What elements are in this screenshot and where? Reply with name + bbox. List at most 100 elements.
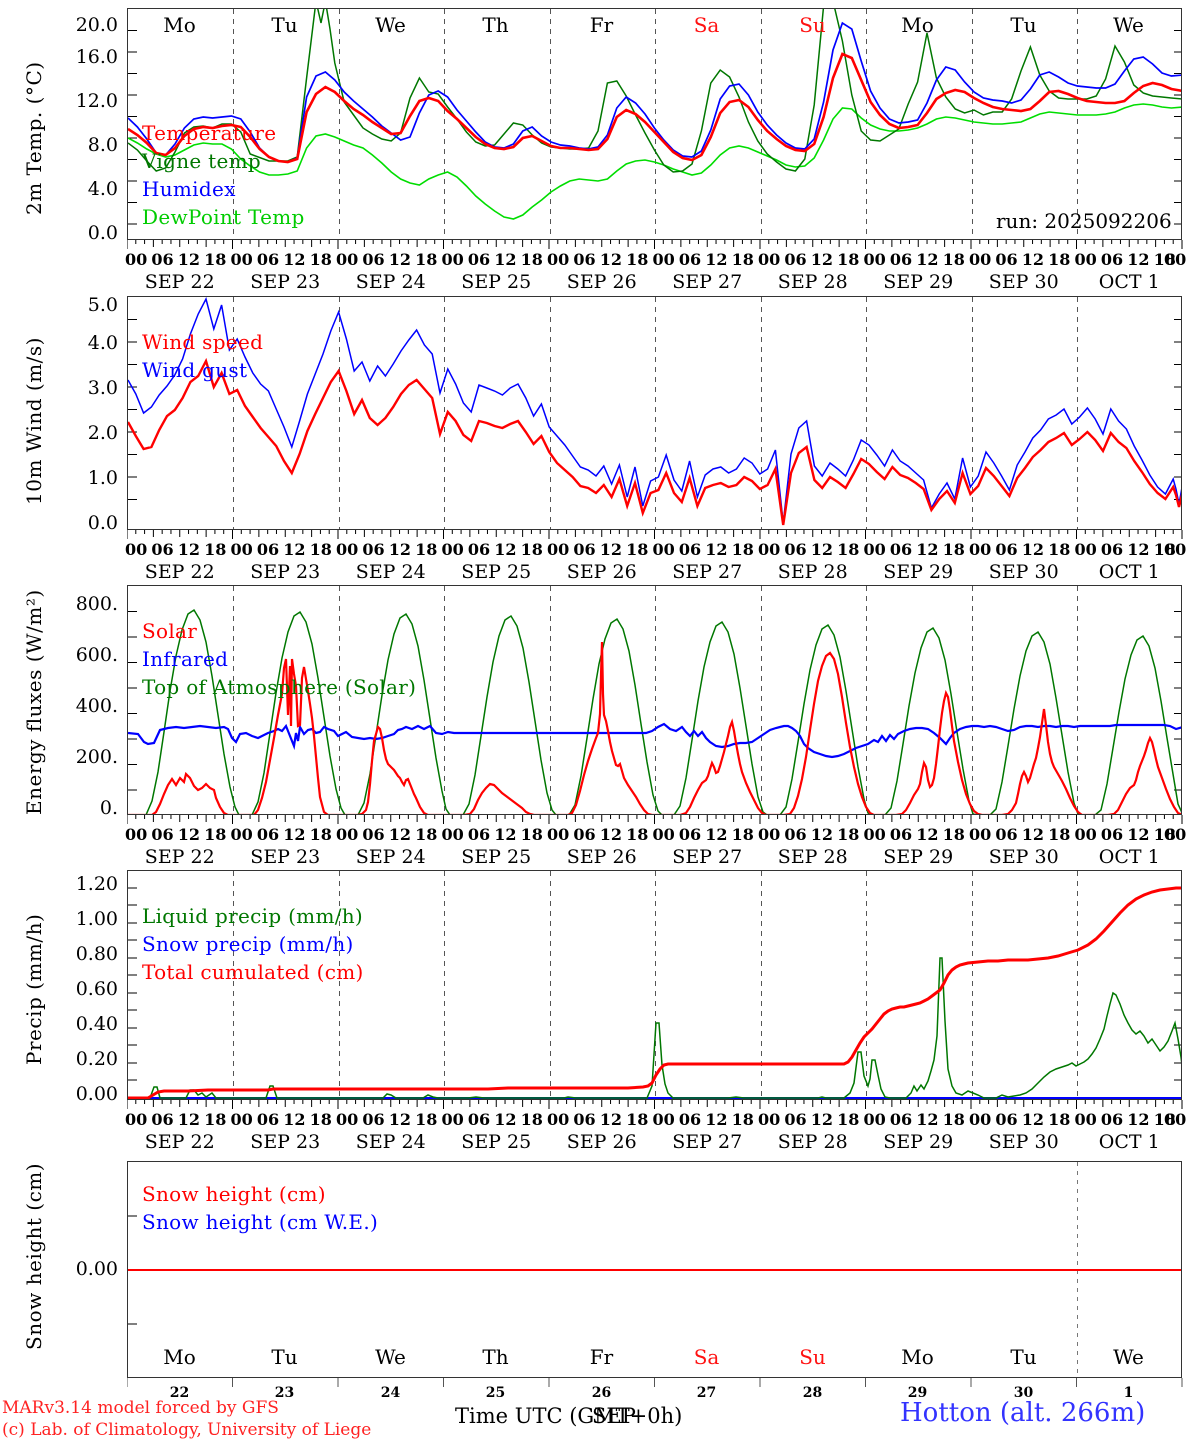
- hour-label-temperature-0-3: 18: [204, 250, 227, 269]
- hour-label-temperature-5-2: 12: [705, 250, 728, 269]
- hour-label-temperature-2-2: 12: [388, 250, 412, 269]
- dow-bottom-4: Fr: [589, 1345, 614, 1369]
- run-label: run: 2025092206: [996, 209, 1172, 233]
- hour-label-energy-fluxes-3-2: 12: [494, 825, 517, 844]
- hour-label-energy-fluxes-6-3: 18: [837, 825, 860, 844]
- hour-label-temperature-8-1: 06: [995, 250, 1018, 269]
- hour-label-precip-4-0: 00: [547, 1110, 570, 1129]
- energy-fluxes-svg: [128, 586, 1181, 814]
- hour-label-precip-0-0: 00: [125, 1110, 148, 1129]
- dow-bottom-8: Tu: [1010, 1345, 1037, 1369]
- date-label-energy-fluxes-4: SEP 26: [566, 846, 637, 868]
- hour-label-precip-2-3: 18: [415, 1110, 438, 1129]
- hour-label-precip-6-2: 12: [810, 1110, 834, 1129]
- date-label-wind-6: SEP 28: [777, 561, 848, 583]
- hour-label-temperature-8-2: 12: [1021, 250, 1045, 269]
- ytick-wind-3: 3.0: [87, 377, 118, 399]
- hour-label-wind-0-0: 00: [125, 540, 148, 559]
- hour-label-energy-fluxes-7-2: 12: [916, 825, 939, 844]
- hour-label-temperature-2-0: 00: [336, 250, 359, 269]
- series-toa-solar: [145, 608, 1181, 814]
- hour-label-temperature-3-1: 06: [467, 250, 491, 269]
- dow-top-4: Fr: [589, 13, 614, 37]
- hour-label-precip-2-2: 12: [388, 1110, 412, 1129]
- ytick-wind-1: 1.0: [87, 467, 118, 489]
- axis-ruler-precip: [127, 1100, 1183, 1109]
- hour-label-precip-6-1: 06: [784, 1110, 807, 1129]
- dow-top-1: Tu: [271, 13, 298, 37]
- date-label-precip-2: SEP 24: [355, 1131, 426, 1153]
- hour-label-wind-2-1: 06: [362, 540, 385, 559]
- date-label-wind-3: SEP 25: [461, 561, 532, 583]
- date-label-temperature-8: SEP 30: [988, 271, 1059, 293]
- hour-label-wind-0-3: 18: [204, 540, 227, 559]
- hour-label-energy-fluxes-4-2: 12: [599, 825, 623, 844]
- hour-label-wind-1-0: 00: [230, 540, 253, 559]
- hour-label-energy-fluxes-3-3: 18: [520, 825, 543, 844]
- dow-top-3: Th: [482, 13, 509, 37]
- series-humidex: [128, 21, 1181, 163]
- footer-station-name: Hotton (alt. 266m): [900, 1398, 1146, 1428]
- hour-label-energy-fluxes-0-1: 06: [151, 825, 174, 844]
- legend-snow-height: Snow height (cm): [142, 1182, 326, 1206]
- ytick-precip-4: 0.80: [75, 943, 118, 965]
- legend-total-cumulated: Total cumulated (cm): [142, 960, 364, 984]
- ytick-temp-3: 12.0: [75, 90, 118, 112]
- hour-label-energy-fluxes-8-0: 00: [969, 825, 992, 844]
- hour-label-precip-3-1: 06: [467, 1110, 491, 1129]
- hour-label-energy-fluxes-6-1: 06: [784, 825, 807, 844]
- hour-label-wind-6-1: 06: [784, 540, 807, 559]
- legend-snow-precip: Snow precip (mm/h): [142, 932, 354, 956]
- hour-label-wind-5-0: 00: [652, 540, 675, 559]
- hour-label-wind-4-1: 06: [573, 540, 596, 559]
- ytick-wind-2: 2.0: [87, 422, 118, 444]
- dow-bottom-0: Mo: [163, 1345, 196, 1369]
- hour-label-energy-fluxes-0-0: 00: [125, 825, 148, 844]
- hour-label-wind-7-3: 18: [942, 540, 965, 559]
- hour-label-precip-7-0: 00: [863, 1110, 886, 1129]
- date-label-energy-fluxes-6: SEP 28: [777, 846, 848, 868]
- series-infrared: [128, 722, 1181, 759]
- hour-label-wind-2-0: 00: [336, 540, 359, 559]
- hour-label-energy-fluxes-1-0: 00: [230, 825, 253, 844]
- axis-ruler-energy-fluxes: [127, 815, 1183, 824]
- date-label-temperature-6: SEP 28: [777, 271, 848, 293]
- date-label-temperature-0: SEP 22: [144, 271, 215, 293]
- date-label-energy-fluxes-5: SEP 27: [672, 846, 743, 868]
- hour-label-precip-5-0: 00: [652, 1110, 675, 1129]
- hour-label-energy-fluxes-3-1: 06: [467, 825, 491, 844]
- hour-label-temperature-7-0: 00: [863, 250, 886, 269]
- ytick-energy-0: 0.: [99, 797, 118, 819]
- hour-label-temperature-6-1: 06: [784, 250, 807, 269]
- dow-bottom-5: Sa: [693, 1345, 720, 1369]
- ytick-wind-4: 4.0: [87, 332, 118, 354]
- hour-label-wind-3-3: 18: [520, 540, 543, 559]
- date-label-wind-1: SEP 23: [250, 561, 321, 583]
- hour-label-precip-8-1: 06: [995, 1110, 1018, 1129]
- dow-top-8: Tu: [1010, 13, 1037, 37]
- hour-label-precip-5-1: 06: [678, 1110, 702, 1129]
- axis-ruler-snow-height: [127, 1378, 1183, 1387]
- date-label-temperature-4: SEP 26: [566, 271, 637, 293]
- hour-label-wind-9-2: 12: [1127, 540, 1150, 559]
- legend-dewpoint: DewPoint Temp: [142, 205, 305, 229]
- hour-label-precip-7-3: 18: [942, 1110, 965, 1129]
- hour-label-energy-fluxes-5-1: 06: [678, 825, 702, 844]
- hour-label-temperature-9-2: 12: [1127, 250, 1150, 269]
- hour-label-wind-6-3: 18: [837, 540, 860, 559]
- snow-height-svg: [128, 1162, 1181, 1377]
- date-label-wind-9: OCT 1: [1098, 561, 1160, 583]
- date-label-precip-8: SEP 30: [988, 1131, 1059, 1153]
- date-label-energy-fluxes-2: SEP 24: [355, 846, 426, 868]
- hour-label-precip-0-3: 18: [204, 1110, 227, 1129]
- hour-label-wind-6-0: 00: [758, 540, 781, 559]
- ytick-precip-3: 0.60: [75, 978, 118, 1000]
- legend-temperature: Temperature: [142, 121, 277, 145]
- hour-label-wind-3-2: 12: [494, 540, 517, 559]
- hour-label-wind-1-1: 06: [256, 540, 280, 559]
- date-label-wind-8: SEP 30: [988, 561, 1059, 583]
- hour-label-energy-fluxes-9-3: 18: [1153, 825, 1176, 844]
- hour-label-precip-9-1: 06: [1100, 1110, 1124, 1129]
- hour-label-precip-4-3: 18: [626, 1110, 649, 1129]
